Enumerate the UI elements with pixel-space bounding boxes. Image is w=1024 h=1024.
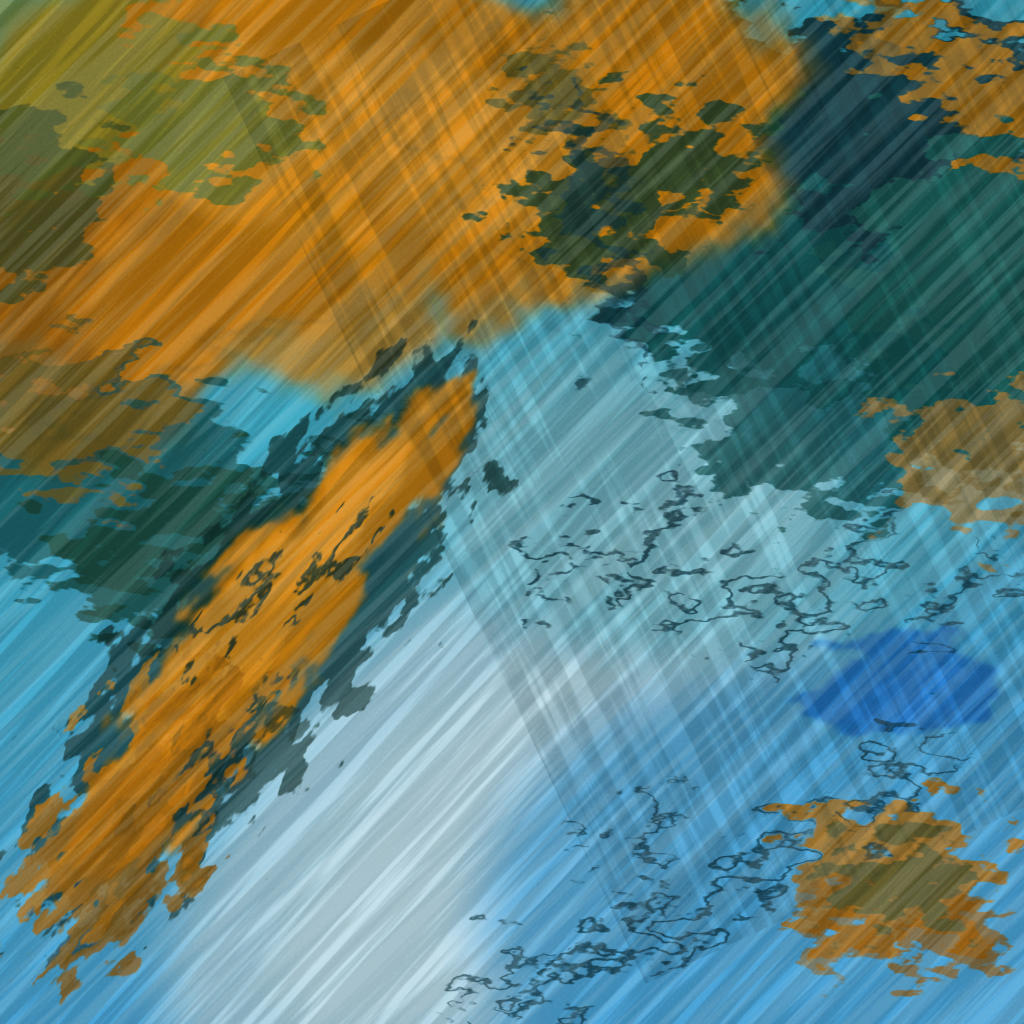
- satellite-scene: [0, 0, 1024, 1024]
- grain-overlay: [0, 0, 1024, 1024]
- false-color-satellite-image: [0, 0, 1024, 1024]
